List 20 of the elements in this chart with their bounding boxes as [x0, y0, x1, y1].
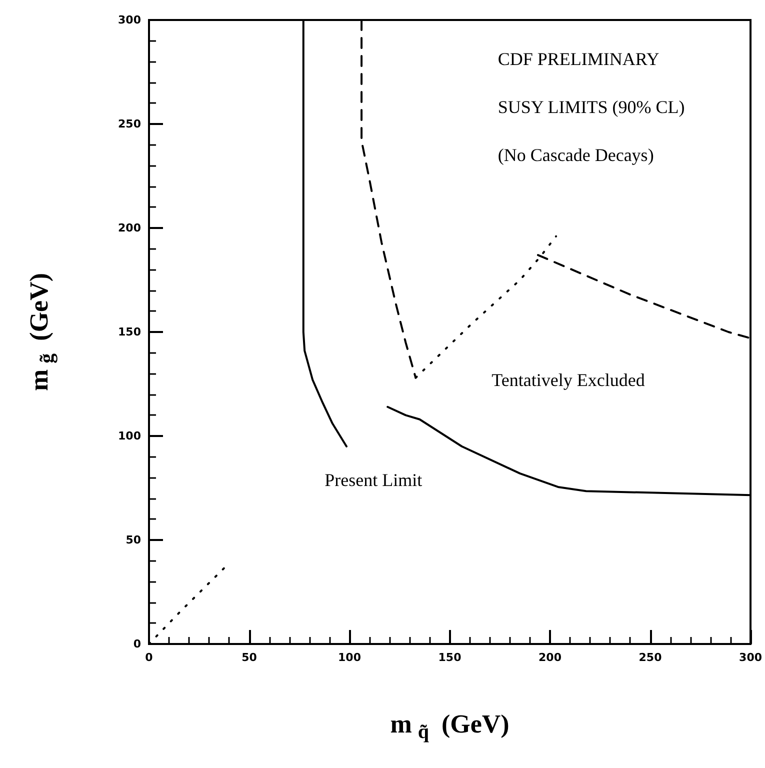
y-tick-label: 200 — [118, 222, 142, 234]
annotation: Present Limit — [324, 470, 422, 490]
y-tick-label: 100 — [118, 430, 142, 442]
y-tick-label: 300 — [118, 14, 142, 26]
annotation: (No Cascade Decays) — [498, 145, 654, 165]
y-axis-title: mg̃ (GeV) — [24, 272, 58, 392]
y-tick-label: 150 — [118, 326, 142, 338]
annotation: Tentatively Excluded — [492, 370, 645, 390]
x-tick-label: 50 — [242, 651, 258, 664]
y-tick-label: 50 — [126, 534, 142, 546]
x-tick-label: 150 — [438, 651, 462, 664]
annotation: CDF PRELIMINARY — [498, 49, 660, 69]
x-tick-label: 250 — [638, 651, 662, 664]
y-tick-label: 0 — [133, 638, 142, 650]
y-tick-label: 250 — [118, 118, 142, 130]
x-tick-label: 100 — [338, 651, 362, 664]
x-tick-label: 0 — [145, 651, 154, 664]
x-tick-label: 200 — [538, 651, 562, 664]
x-tick-label: 300 — [739, 651, 762, 664]
annotation: SUSY LIMITS (90% CL) — [498, 97, 685, 117]
